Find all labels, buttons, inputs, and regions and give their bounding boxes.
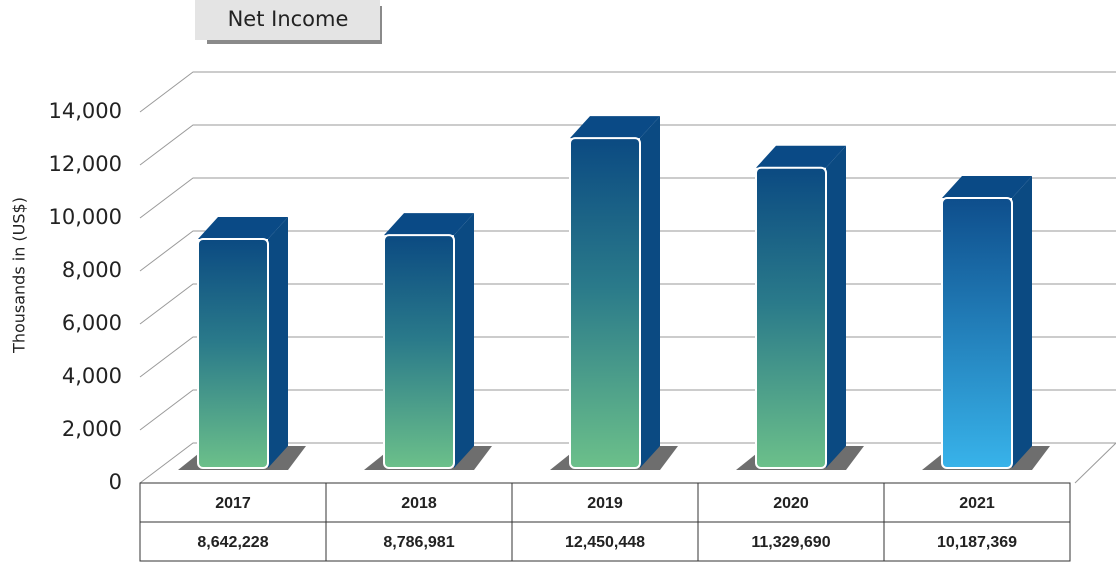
table-cell — [325, 521, 513, 562]
category-label: 2019 — [587, 495, 623, 512]
bar — [569, 137, 641, 469]
bar — [383, 234, 455, 469]
value-label: 11,329,690 — [751, 534, 830, 551]
value-label: 8,786,981 — [383, 534, 454, 551]
y-axis-label: Thousands in (US$) — [10, 197, 29, 354]
floor-right — [1074, 442, 1116, 484]
category-label: 2017 — [215, 495, 251, 512]
value-label: 8,642,228 — [197, 534, 268, 551]
bar-top — [384, 213, 474, 236]
table-cell — [883, 521, 1071, 562]
y-tick-label: 2,000 — [62, 417, 122, 441]
table-cell — [139, 482, 327, 523]
bar-top — [198, 216, 288, 239]
category-label: 2020 — [773, 495, 809, 512]
table-cell — [511, 521, 699, 562]
value-label: 12,450,448 — [565, 534, 645, 551]
grid-line — [139, 124, 1116, 166]
category-label: 2021 — [959, 495, 995, 512]
y-tick-label: 4,000 — [62, 364, 122, 388]
bar-top — [570, 116, 660, 139]
table-cell — [697, 482, 885, 523]
bar-side — [268, 216, 288, 468]
grid-line — [139, 71, 1116, 113]
bar-top — [756, 145, 846, 168]
bar — [941, 197, 1013, 469]
table-cell — [139, 521, 327, 562]
category-label: 2018 — [401, 495, 437, 512]
value-label: 10,187,369 — [937, 534, 1017, 551]
y-tick-label: 8,000 — [62, 258, 122, 282]
y-tick-label: 14,000 — [49, 99, 122, 123]
bar-side — [826, 145, 846, 468]
bar-top — [942, 176, 1032, 199]
title-box — [195, 0, 380, 40]
table-cell — [511, 482, 699, 523]
y-tick-label: 0 — [109, 470, 122, 494]
table: 2017 8,642,228 2018 8,786,981 2019 12,450,448… — [139, 482, 1071, 562]
bar-side — [454, 213, 474, 468]
table-cell — [883, 482, 1071, 523]
bar — [197, 237, 269, 469]
bar-side — [640, 116, 660, 469]
y-tick-label: 6,000 — [62, 311, 122, 335]
bar — [755, 166, 827, 469]
y-tick-label: 10,000 — [49, 205, 122, 229]
chart-title: Net Income — [228, 7, 349, 31]
y-tick-label: 12,000 — [49, 152, 122, 176]
bar-side — [1012, 176, 1032, 468]
table-cell — [325, 482, 513, 523]
bars — [178, 116, 1050, 470]
table-cell — [697, 521, 885, 562]
